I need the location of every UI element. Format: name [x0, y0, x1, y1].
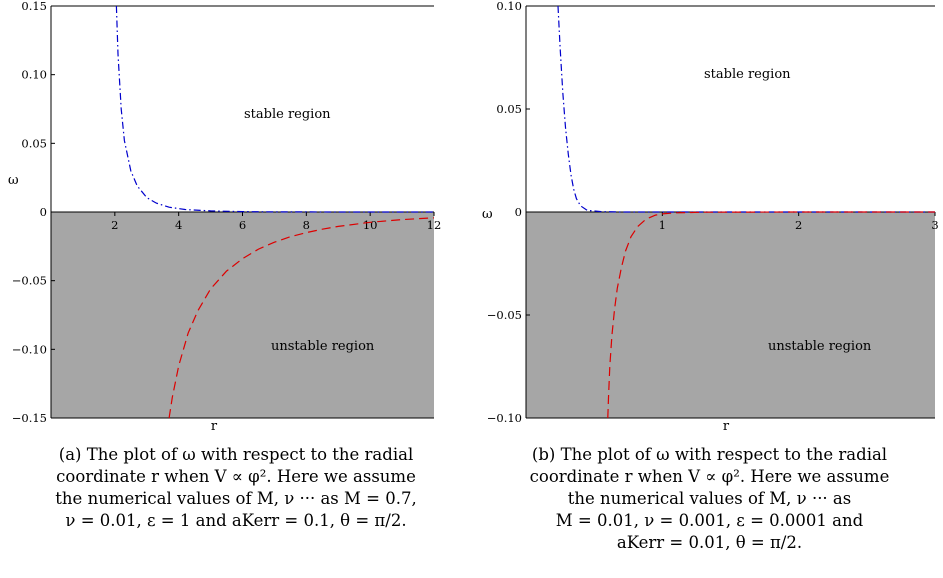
y-tick-label: 0 — [40, 205, 47, 219]
caption-b-line-4: M = 0.01, ν = 0.001, ε = 0.0001 and — [555, 511, 864, 530]
caption-b-line-1: (b) The plot of ω with respect to the ra… — [531, 445, 888, 464]
caption-b: (b) The plot of ω with respect to the ra… — [476, 444, 943, 554]
x-tick-label: 1 — [659, 218, 666, 232]
y-axis-label: ω — [482, 207, 493, 222]
caption-a: (a) The plot of ω with respect to the ra… — [0, 444, 472, 532]
x-tick-label: 6 — [239, 218, 246, 232]
chart-a: −0.15 −0.10 −0.05 0 0.05 0.10 0.15 2 4 6 8 10 12 ω r st… — [8, 0, 442, 434]
x-tick-label: 4 — [175, 218, 182, 232]
y-tick-label: 0.05 — [21, 136, 47, 150]
unstable-region-shade — [526, 212, 935, 418]
y-tick-label: 0.05 — [496, 102, 522, 116]
series-red-dashed-line — [607, 211, 935, 419]
x-tick-label: 2 — [111, 218, 118, 232]
y-tick-label: 0.10 — [496, 0, 522, 13]
caption-b-line-2: coordinate r when V ∝ φ². Here we assume — [529, 467, 890, 486]
stable-region-label: stable region — [704, 67, 791, 82]
y-tick-label: −0.10 — [487, 411, 522, 425]
y-tick-label: −0.05 — [12, 274, 47, 288]
y-tick-label: 0.15 — [21, 0, 47, 13]
x-tick-label: 8 — [303, 218, 310, 232]
series-red-dashed-line — [168, 217, 435, 419]
x-axis-label: r — [723, 419, 730, 434]
x-tick-label: 3 — [931, 218, 938, 232]
x-tick-label: 2 — [795, 218, 802, 232]
series-blue-dashdot-line — [115, 5, 434, 213]
y-tick-label: −0.05 — [487, 308, 522, 322]
caption-b-line-5: aKerr = 0.01, θ = π/2. — [616, 533, 803, 552]
y-tick-label: 0 — [515, 205, 522, 219]
stable-region-label: stable region — [244, 107, 331, 122]
series-blue-dashdot-line — [557, 5, 935, 213]
x-tick-label: 12 — [427, 218, 442, 232]
chart-b: −0.10 −0.05 0 0.05 0.10 1 2 3 ω r stable region uns… — [482, 0, 939, 434]
unstable-region-label: unstable region — [271, 339, 375, 354]
x-axis-label: r — [211, 419, 218, 434]
y-axis-label: ω — [8, 173, 19, 188]
caption-a-line-4: ν = 0.01, ε = 1 and aKerr = 0.1, θ = π/2… — [65, 511, 407, 530]
y-tick-label: 0.10 — [21, 68, 47, 82]
y-tick-label: −0.15 — [12, 411, 47, 425]
x-tick-label: 10 — [363, 218, 378, 232]
unstable-region-label: unstable region — [768, 339, 872, 354]
caption-b-line-3: the numerical values of M, ν ··· as — [567, 489, 852, 508]
caption-a-line-2: coordinate r when V ∝ φ². Here we assume — [56, 467, 416, 486]
caption-a-line-3: the numerical values of M, ν ··· as M = … — [55, 489, 417, 508]
caption-a-line-1: (a) The plot of ω with respect to the ra… — [58, 445, 414, 464]
unstable-region-shade — [51, 212, 434, 418]
y-tick-label: −0.10 — [12, 342, 47, 356]
